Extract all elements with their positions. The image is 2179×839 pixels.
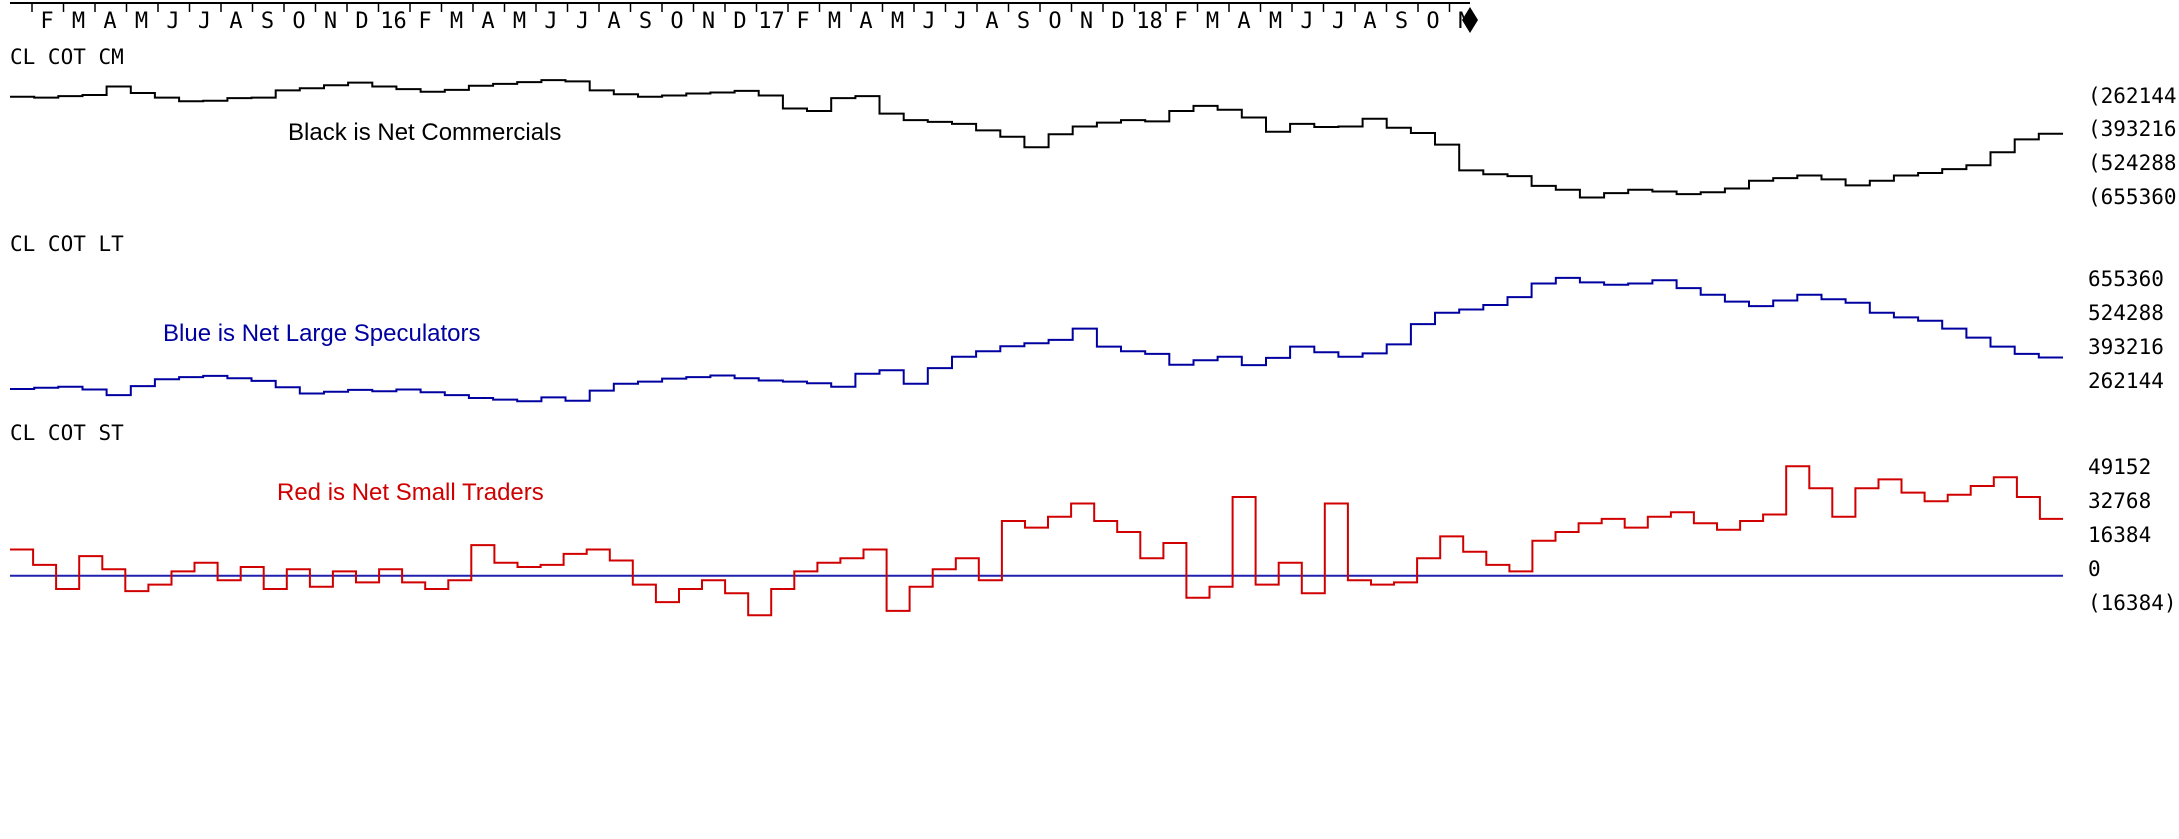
- x-tick-label: D: [733, 9, 746, 34]
- x-tick-label: D: [1111, 9, 1124, 34]
- series-net-commercials: [10, 79, 2063, 199]
- x-tick-label: A: [607, 9, 620, 34]
- y-label-lt-0: 655360: [2088, 267, 2164, 291]
- x-tick-label: 18: [1136, 9, 1163, 34]
- x-tick-label: N: [702, 9, 715, 34]
- x-tick-label: J: [166, 9, 179, 34]
- y-label-st-2: 16384: [2088, 523, 2151, 547]
- x-tick-label: F: [1174, 9, 1187, 34]
- x-tick-label: J: [544, 9, 557, 34]
- panel-title-lt: CL COT LT: [10, 232, 124, 256]
- series-net-large-speculators: [10, 276, 2063, 403]
- x-tick-label: A: [859, 9, 872, 34]
- x-tick-label: A: [985, 9, 998, 34]
- x-tick-label: M: [513, 9, 526, 34]
- series-net-small-traders: [10, 465, 2063, 617]
- y-label-st-1: 32768: [2088, 489, 2151, 513]
- y-label-lt-2: 393216: [2088, 335, 2164, 359]
- y-label-lt-1: 524288: [2088, 301, 2164, 325]
- x-tick-label: A: [229, 9, 242, 34]
- panel-lt: CL COT LT Blue is Net Large Speculators …: [10, 232, 2164, 403]
- annotation-cm: Black is Net Commercials: [288, 119, 561, 146]
- y-label-st-4: (16384): [2088, 591, 2177, 615]
- x-tick-label: S: [1017, 9, 1030, 34]
- x-tick-label: S: [639, 9, 652, 34]
- x-tick-label: J: [576, 9, 589, 34]
- panel-st: CL COT ST Red is Net Small Traders 49152…: [10, 421, 2177, 617]
- end-diamond-icon: [1462, 7, 1478, 33]
- x-tick-label: J: [1332, 9, 1345, 34]
- x-tick-label: A: [1363, 9, 1376, 34]
- x-tick-label: M: [72, 9, 85, 34]
- y-label-st-0: 49152: [2088, 455, 2151, 479]
- x-tick-label: M: [1206, 9, 1219, 34]
- x-tick-label: A: [481, 9, 494, 34]
- panel-title-st: CL COT ST: [10, 421, 124, 445]
- annotation-lt: Blue is Net Large Speculators: [163, 320, 481, 347]
- x-tick-label: 17: [758, 9, 785, 34]
- x-tick-label: J: [922, 9, 935, 34]
- x-tick-label: O: [1048, 9, 1061, 34]
- panel-cm: CL COT CM Black is Net Commercials (2621…: [10, 45, 2179, 209]
- x-tick-label: M: [828, 9, 841, 34]
- x-tick-label: M: [450, 9, 463, 34]
- x-tick-label: A: [103, 9, 116, 34]
- x-tick-label: M: [1269, 9, 1282, 34]
- y-label-lt-3: 262144: [2088, 369, 2164, 393]
- x-tick-label: A: [1237, 9, 1250, 34]
- x-tick-label: O: [670, 9, 683, 34]
- x-tick-label: 16: [380, 9, 407, 34]
- x-tick-label: M: [891, 9, 904, 34]
- y-label-cm-0: (262144): [2088, 84, 2179, 108]
- x-tick-label: F: [796, 9, 809, 34]
- x-tick-label: S: [1395, 9, 1408, 34]
- annotation-st: Red is Net Small Traders: [277, 479, 544, 506]
- x-tick-label: O: [292, 9, 305, 34]
- x-tick-label: O: [1426, 9, 1439, 34]
- x-tick-label: F: [40, 9, 53, 34]
- y-label-st-3: 0: [2088, 557, 2101, 581]
- y-label-cm-1: (393216): [2088, 117, 2179, 141]
- x-tick-label: F: [418, 9, 431, 34]
- x-tick-label: N: [1080, 9, 1093, 34]
- x-tick-label: S: [261, 9, 274, 34]
- x-tick-label: J: [198, 9, 211, 34]
- x-tick-label: J: [1300, 9, 1313, 34]
- x-axis: F M A M J J A S O N D 16 F M A M J J A S O N D 17 F M A M J J A S O N D 18 F…: [10, 2, 1478, 34]
- y-label-cm-2: (524288): [2088, 151, 2179, 175]
- x-tick-label: D: [355, 9, 368, 34]
- x-tick-label: J: [954, 9, 967, 34]
- x-tick-label: N: [324, 9, 337, 34]
- y-label-cm-3: (655360): [2088, 185, 2179, 209]
- x-tick-label: M: [135, 9, 148, 34]
- panel-title-cm: CL COT CM: [10, 45, 124, 69]
